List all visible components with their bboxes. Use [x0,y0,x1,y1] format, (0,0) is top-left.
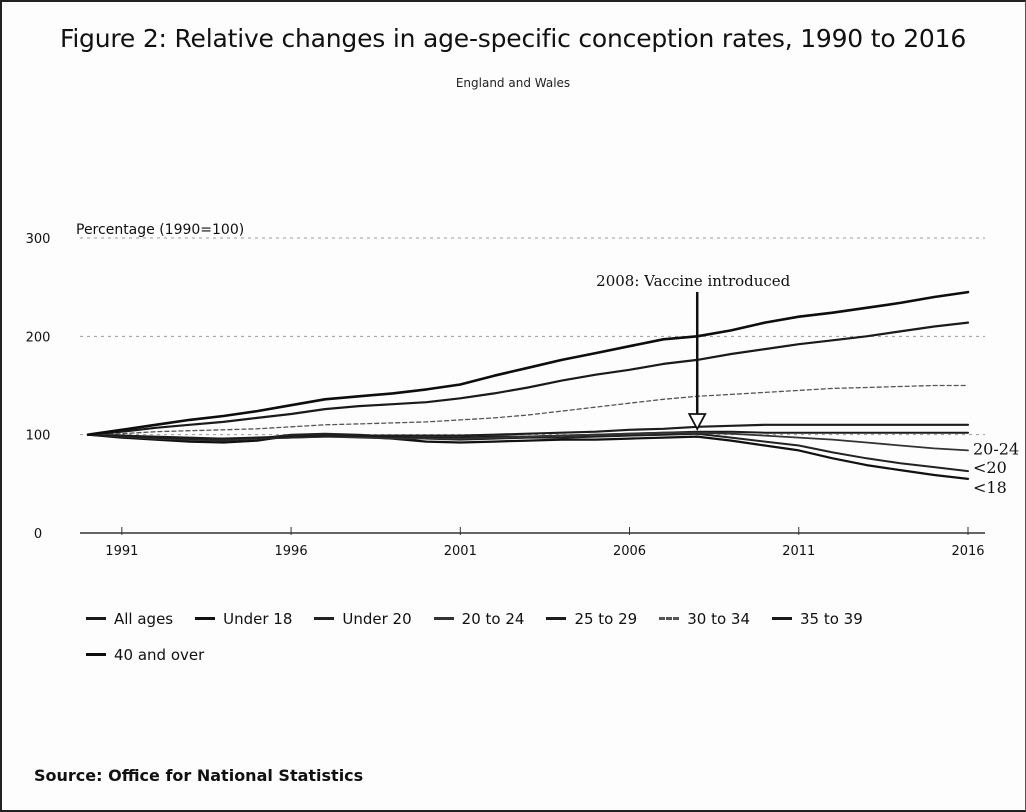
legend-item: 30 to 34 [659,610,750,628]
legend-label: Under 18 [223,610,293,628]
y-axis-label: Percentage (1990=100) [76,222,244,238]
legend-item: All ages [86,610,173,628]
legend-item: Under 18 [195,610,292,628]
x-tick-label: 2016 [951,544,984,559]
legend-item: 35 to 39 [772,610,863,628]
legend-swatch [195,617,216,620]
chart-title: Figure 2: Relative changes in age-specif… [59,24,967,53]
series-line-30-to-34 [87,384,969,436]
x-tick-label: 2011 [782,544,815,559]
y-tick-label: 100 [26,429,51,444]
legend-label: 35 to 39 [800,610,863,628]
annotation-arrow-head [687,413,707,431]
legend-swatch [86,653,106,656]
x-tick-label: 1991 [105,544,138,559]
legend-swatch [772,617,792,620]
legend-item: 20 to 24 [433,610,525,628]
legend-item: Under 20 [314,610,412,628]
legend-label: 30 to 34 [687,610,750,628]
source-note: Source: Office for National Statistics [34,766,364,785]
grid-layer [80,237,985,436]
legend-label: 20 to 24 [461,610,525,628]
legend-label: All ages [114,610,174,628]
legend-swatch [433,617,454,620]
y-tick-label: 200 [26,330,51,345]
x-tick-label: 1996 [275,544,308,559]
legend-swatch [546,617,567,620]
series-layer [86,290,970,480]
legend: All ages Under 18 Under 20 20 to 24 25 to 29… [86,610,986,682]
legend-label: Under 20 [342,610,412,628]
y-tick-label: 0 [34,527,42,542]
legend-label: 40 and over [114,646,205,664]
legend-label: 25 to 29 [574,610,638,628]
legend-swatch [86,617,106,620]
annotation-label: 2008: Vaccine introduced [596,272,791,290]
series-line-25-to-29 [86,423,970,440]
end-label: <20 [973,458,1007,477]
legend-swatch [659,617,680,620]
series-line-35-to-39 [86,321,970,436]
legend-item: 25 to 29 [546,610,637,628]
x-tick-label: 2006 [613,544,646,559]
y-tick-label: 300 [26,232,51,247]
legend-swatch [314,617,335,620]
chart-subtitle: England and Wales [455,76,571,90]
series-line-40-and-over [86,290,970,437]
x-tick-label: 2001 [444,544,477,559]
end-label: <18 [973,478,1007,497]
axis-layer: 0 100 200 300 Percentage (1990=100) 1991 1996 2… [26,222,985,559]
end-label: 20-24 [973,439,1019,458]
legend-item: 40 and over [86,646,204,664]
series-line-under-18 [86,433,970,480]
annotation-layer: 2008: Vaccine introduced 20-24<20<18 [596,272,1019,497]
